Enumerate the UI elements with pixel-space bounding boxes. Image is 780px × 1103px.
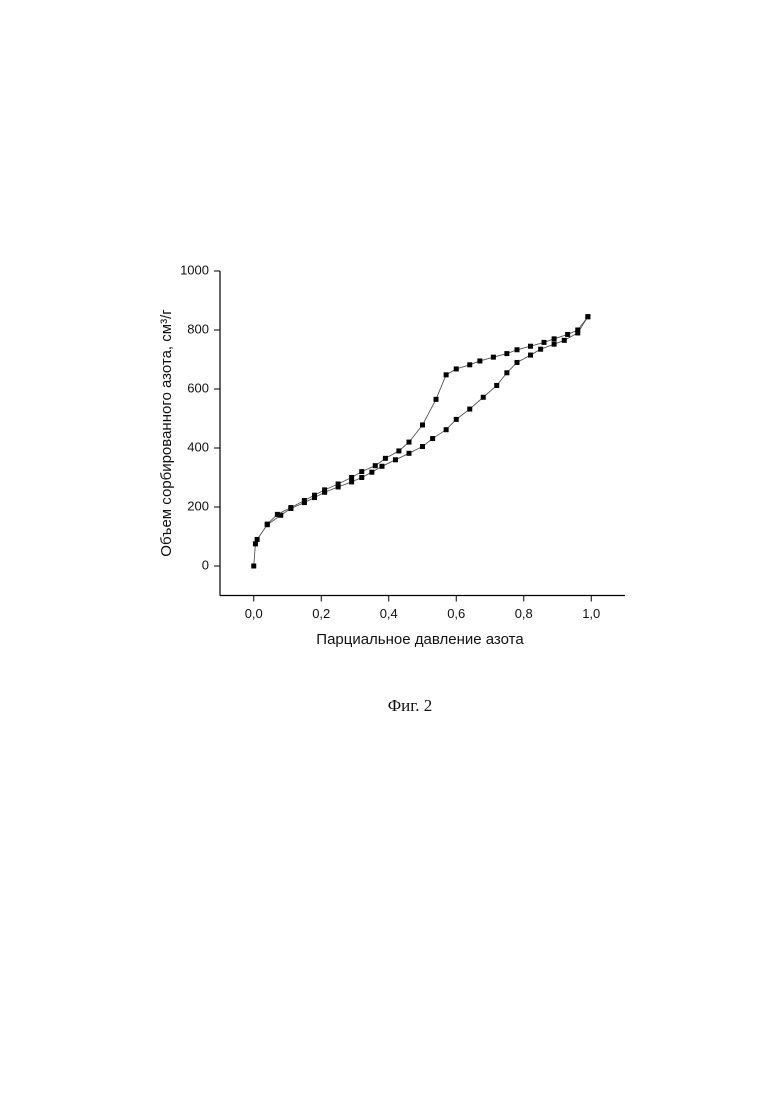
data-point <box>542 340 547 345</box>
figure-caption: Фиг. 2 <box>388 696 433 715</box>
data-point <box>373 463 378 468</box>
data-point <box>528 344 533 349</box>
data-point <box>275 512 280 517</box>
data-point <box>288 505 293 510</box>
data-point <box>552 336 557 341</box>
data-point <box>393 457 398 462</box>
data-point <box>585 314 590 319</box>
data-point <box>565 332 570 337</box>
page: Парциальное давление азота Объем сорбиро… <box>0 0 780 1103</box>
data-point <box>504 370 509 375</box>
data-point <box>454 417 459 422</box>
data-point <box>349 475 354 480</box>
data-point <box>444 372 449 377</box>
data-point <box>251 564 256 569</box>
x-tick-label: 0,0 <box>245 606 263 621</box>
y-tick-label: 1000 <box>180 262 209 277</box>
data-point <box>359 469 364 474</box>
data-point <box>383 456 388 461</box>
data-point <box>515 360 520 365</box>
data-point <box>369 470 374 475</box>
y-axis-label: Объем сорбированного азота, см³/г <box>158 309 175 557</box>
series-line <box>254 317 588 566</box>
x-tick-label: 1,0 <box>582 606 600 621</box>
data-point <box>255 537 260 542</box>
y-tick-label: 800 <box>187 321 209 336</box>
data-point <box>312 493 317 498</box>
y-tick-label: 200 <box>187 498 209 513</box>
data-point <box>491 355 496 360</box>
data-point <box>380 464 385 469</box>
x-tick-label: 0,2 <box>312 606 330 621</box>
x-axis-label: Парциальное давление азота <box>316 631 524 648</box>
data-point <box>454 366 459 371</box>
data-point <box>467 362 472 367</box>
data-point <box>434 397 439 402</box>
data-point <box>444 427 449 432</box>
x-tick-label: 0,8 <box>515 606 533 621</box>
data-point <box>481 395 486 400</box>
data-point <box>253 541 258 546</box>
data-point <box>562 338 567 343</box>
data-point <box>494 383 499 388</box>
data-point <box>396 448 401 453</box>
y-tick-label: 0 <box>202 557 209 572</box>
data-point <box>407 440 412 445</box>
y-tick-label: 400 <box>187 439 209 454</box>
y-tick-label: 600 <box>187 380 209 395</box>
data-point <box>420 444 425 449</box>
data-point <box>265 522 270 527</box>
data-point <box>322 487 327 492</box>
data-point <box>575 328 580 333</box>
data-point <box>349 479 354 484</box>
data-point <box>528 353 533 358</box>
data-point <box>515 347 520 352</box>
data-point <box>477 358 482 363</box>
data-point <box>336 481 341 486</box>
data-point <box>538 347 543 352</box>
data-point <box>430 436 435 441</box>
data-point <box>302 498 307 503</box>
data-point <box>359 475 364 480</box>
data-point <box>467 407 472 412</box>
x-tick-label: 0,6 <box>447 606 465 621</box>
data-point <box>420 422 425 427</box>
data-point <box>407 451 412 456</box>
data-point <box>552 342 557 347</box>
x-tick-label: 0,4 <box>380 606 398 621</box>
chart: Парциальное давление азота Объем сорбиро… <box>0 0 780 1103</box>
data-point <box>504 351 509 356</box>
